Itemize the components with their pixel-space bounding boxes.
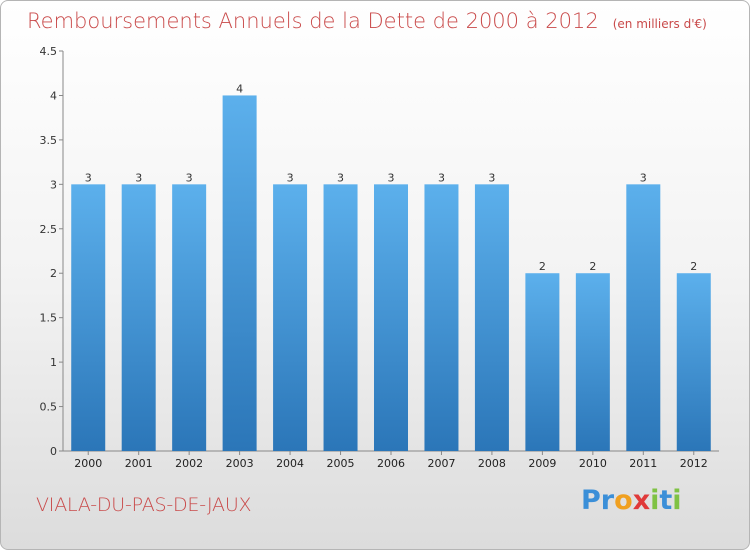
logo-letter: P — [581, 485, 601, 516]
bar — [71, 184, 106, 452]
chart-subtitle: (en milliers d'€) — [612, 17, 707, 31]
x-tick-label: 2012 — [680, 457, 708, 470]
data-label: 3 — [337, 171, 344, 184]
logo-letter: i — [672, 485, 682, 516]
data-label: 2 — [539, 260, 546, 273]
data-label: 3 — [85, 171, 92, 184]
y-tick-label: 4 — [50, 89, 57, 102]
title-row: Remboursements Annuels de la Dette de 20… — [27, 9, 707, 41]
data-label: 3 — [640, 171, 647, 184]
x-tick-label: 2008 — [478, 457, 506, 470]
logo-letter: t — [659, 485, 673, 516]
y-tick-label: 3.5 — [40, 134, 58, 147]
bar — [273, 184, 308, 452]
x-tick-label: 2011 — [629, 457, 657, 470]
logo-letter: i — [650, 485, 660, 516]
data-label: 3 — [488, 171, 495, 184]
bar — [172, 184, 207, 452]
x-tick-label: 2005 — [327, 457, 355, 470]
x-tick-label: 2000 — [74, 457, 102, 470]
y-tick-label: 1.5 — [40, 312, 58, 325]
y-tick-label: 3 — [50, 178, 57, 191]
x-tick-label: 2003 — [226, 457, 254, 470]
data-label: 4 — [236, 82, 243, 95]
bar — [424, 184, 459, 452]
bar — [474, 184, 509, 452]
logo-letter: r — [600, 485, 615, 516]
bar — [374, 184, 408, 452]
data-label: 3 — [438, 171, 445, 184]
y-tick-label: 0.5 — [40, 401, 58, 414]
x-tick-label: 2006 — [377, 457, 405, 470]
data-label: 2 — [589, 260, 596, 273]
bar — [222, 95, 257, 451]
x-tick-label: 2002 — [175, 457, 203, 470]
x-tick-label: 2001 — [125, 457, 153, 470]
y-tick-label: 2.5 — [40, 223, 58, 236]
data-label: 3 — [287, 171, 294, 184]
logo-letter: x — [632, 485, 651, 516]
data-label: 3 — [135, 171, 142, 184]
data-label: 3 — [388, 171, 395, 184]
data-label: 3 — [186, 171, 193, 184]
y-tick-label: 0 — [50, 445, 57, 458]
y-tick-label: 4.5 — [40, 45, 58, 58]
y-tick-label: 1 — [50, 356, 57, 369]
bar — [525, 273, 560, 451]
chart-title: Remboursements Annuels de la Dette de 20… — [27, 9, 599, 33]
x-tick-label: 2007 — [427, 457, 455, 470]
bar — [575, 273, 610, 451]
data-label: 2 — [690, 260, 697, 273]
bar — [323, 184, 358, 452]
x-tick-label: 2004 — [276, 457, 304, 470]
plot-area: 0 0.5 1 1.5 2 2.5 3 3.5 4 4.5 3 2000 3 2001 3 2002 4 2003… — [40, 45, 719, 470]
commune-name: VIALA-DU-PAS-DE-JAUX — [36, 494, 252, 516]
x-tick-label: 2010 — [579, 457, 607, 470]
x-tick-label: 2009 — [528, 457, 556, 470]
bar — [676, 273, 711, 451]
y-tick-label: 2 — [50, 267, 57, 280]
bar — [121, 184, 156, 452]
bar — [626, 184, 661, 452]
logo-letter: o — [614, 485, 633, 516]
